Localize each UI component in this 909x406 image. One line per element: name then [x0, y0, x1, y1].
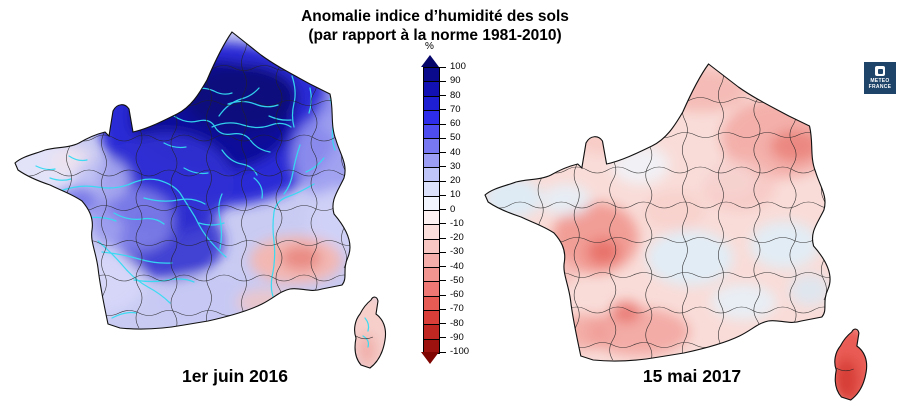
colorbar-segment: [424, 195, 439, 210]
colorbar-body: [423, 67, 440, 354]
colorbar-tick: -30: [440, 247, 464, 257]
colorbar-tick: 100: [440, 62, 466, 72]
colorbar-tick: 90: [440, 76, 461, 86]
colorbar-segment: [424, 81, 439, 96]
colorbar-segment: [424, 338, 439, 353]
colorbar-tick: 50: [440, 133, 461, 143]
colorbar-segment: [424, 295, 439, 311]
colorbar-tick: -40: [440, 261, 464, 272]
colorbar-tick: -50: [440, 275, 464, 286]
colorbar-segment: [424, 124, 439, 139]
colorbar-segment: [424, 209, 439, 225]
colorbar-tick: 60: [440, 119, 461, 129]
colorbar-segment: [424, 152, 439, 168]
colorbar-tick: -10: [440, 218, 464, 229]
colorbar-segment: [424, 238, 439, 253]
colorbar-tick: 80: [440, 90, 461, 101]
map-2016: [14, 31, 387, 369]
colorbar-segment: [424, 109, 439, 125]
title-line1: Anomalie indice d’humidité des sols: [301, 8, 569, 25]
colorbar-tick: -20: [440, 233, 464, 243]
meteo-france-logo-text: METEO FRANCE: [868, 78, 892, 90]
colorbar-tick: 40: [440, 147, 461, 158]
colorbar-segment: [424, 324, 439, 339]
colorbar-tick: 30: [440, 161, 461, 172]
colorbar-segment: [424, 95, 439, 110]
colorbar-tick: -60: [440, 290, 464, 300]
colorbar-segment: [424, 68, 439, 82]
title-line2: (par rapport à la norme 1981-2010): [308, 27, 562, 44]
map-2016-date-label: 1er juin 2016: [181, 366, 289, 386]
colorbar-tick: -80: [440, 318, 464, 329]
map-2017: [484, 63, 868, 401]
colorbar-tick: 70: [440, 104, 461, 115]
colorbar-tick: -90: [440, 332, 464, 343]
colorbar-tick: 10: [440, 190, 461, 200]
colorbar-tick-labels: 100 90 80 70 60 50 40 30 20 10 0 -10 -20 -30 -40 -50 -60…: [440, 62, 485, 357]
colorbar-arrow-top: [421, 55, 439, 67]
meteo-france-logo-icon: [875, 66, 885, 76]
colorbar-unit-label: %: [425, 41, 434, 52]
colorbar-arrow-bottom: [421, 352, 439, 364]
colorbar-segment: [424, 252, 439, 268]
figure-title: Anomalie indice d’humidité des sols (par…: [185, 7, 685, 45]
colorbar-segment: [424, 224, 439, 239]
meteo-france-logo: METEO FRANCE: [864, 62, 896, 94]
colorbar-tick: -100: [440, 347, 469, 357]
colorbar-segment: [424, 267, 439, 282]
colorbar-tick: 20: [440, 176, 461, 186]
colorbar-segment: [424, 181, 439, 196]
colorbar-segment: [424, 310, 439, 325]
colorbar-segment: [424, 167, 439, 182]
colorbar-tick: 0: [440, 204, 455, 215]
map-2017-date-label: 15 mai 2017: [642, 366, 742, 386]
colorbar-tick: -70: [440, 304, 464, 314]
colorbar-segment: [424, 138, 439, 153]
colorbar-segment: [424, 281, 439, 296]
